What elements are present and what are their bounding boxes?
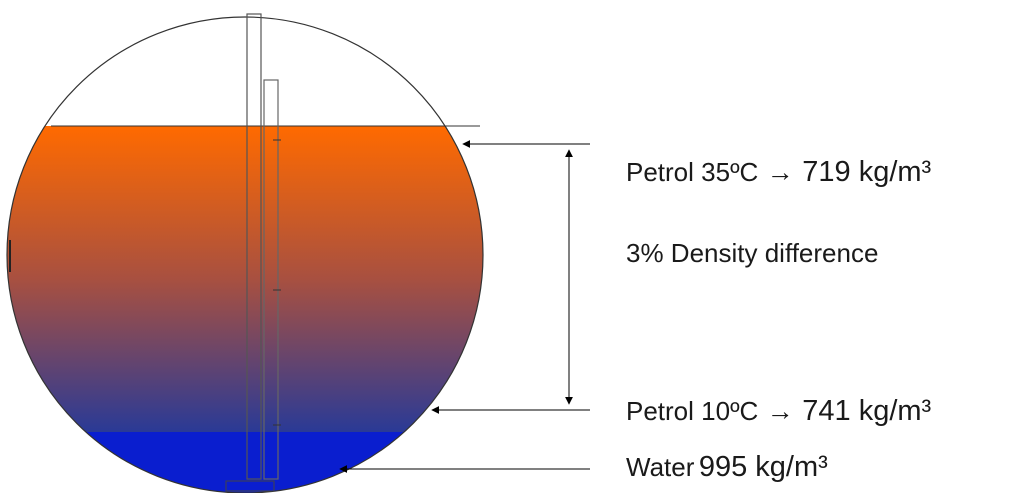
label-water: Water 995 kg/m³ bbox=[626, 453, 828, 482]
petrol-35-arrow: → bbox=[766, 157, 794, 187]
water-name: Water bbox=[626, 452, 695, 482]
label-density-difference: 3% Density difference bbox=[626, 238, 879, 268]
petrol-35-density: 719 kg/m³ bbox=[802, 156, 932, 188]
dip-tube-outer bbox=[246, 13, 262, 480]
tank-outline bbox=[6, 16, 484, 493]
water-density: 995 kg/m³ bbox=[698, 451, 828, 483]
petrol-35-name: Petrol 35ºC bbox=[626, 157, 759, 187]
water-layer bbox=[7, 432, 483, 493]
dip-tube-inner bbox=[263, 79, 279, 480]
petrol-10-density: 741 kg/m³ bbox=[802, 395, 932, 427]
label-petrol-35: Petrol 35ºC → 719 kg/m³ bbox=[626, 158, 931, 187]
petrol-10-arrow: → bbox=[766, 396, 794, 426]
tube-base bbox=[225, 480, 275, 492]
petrol-10-name: Petrol 10ºC bbox=[626, 396, 759, 426]
label-petrol-10: Petrol 10ºC → 741 kg/m³ bbox=[626, 397, 931, 426]
petrol-layer bbox=[7, 126, 483, 432]
